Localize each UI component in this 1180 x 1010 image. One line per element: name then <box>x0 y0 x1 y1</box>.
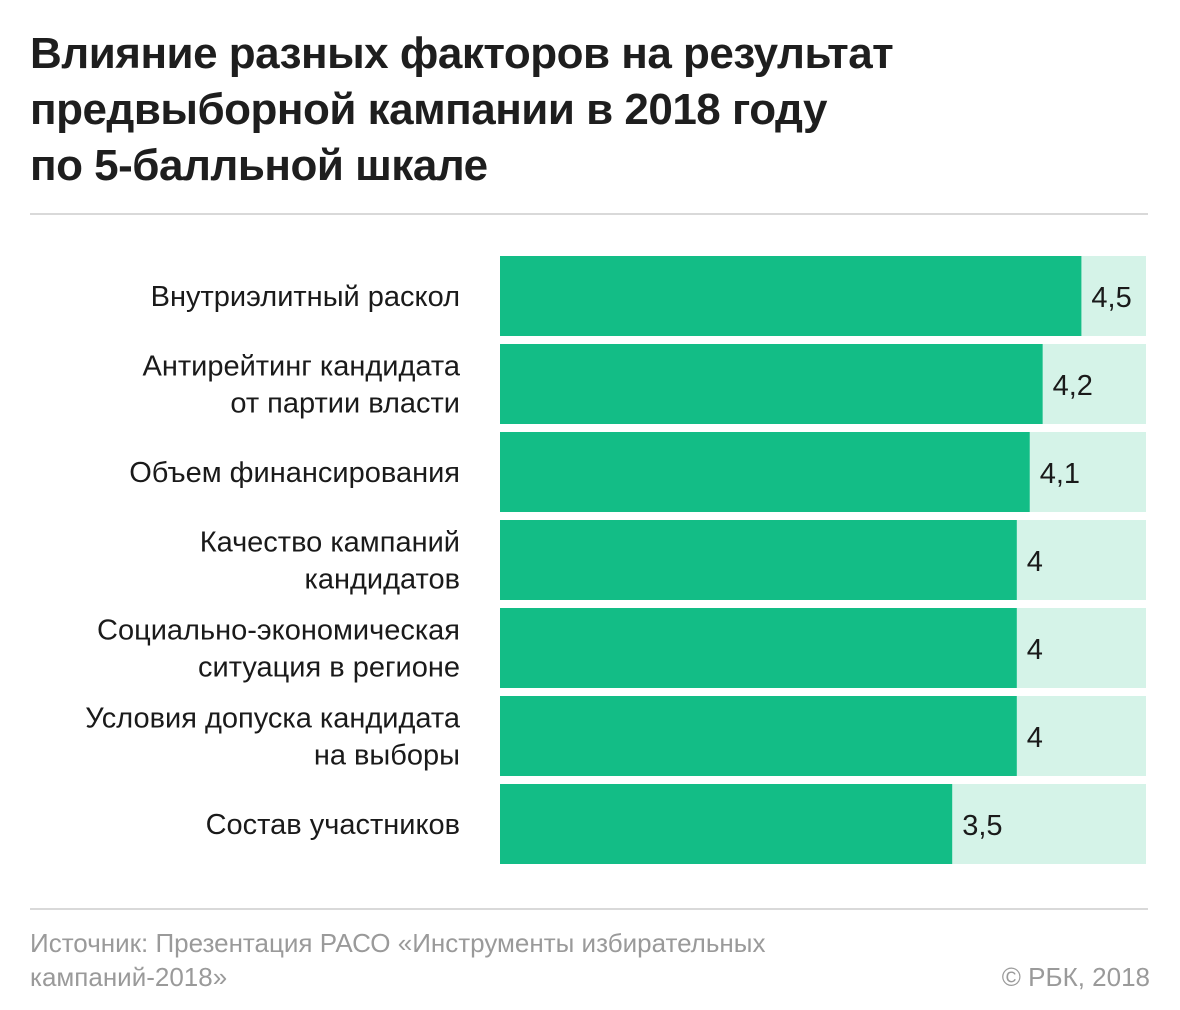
category-label: Антирейтинг кандидата <box>142 351 460 383</box>
category-label: Внутриэлитный раскол <box>151 281 460 313</box>
copyright: © РБК, 2018 <box>1001 962 1150 992</box>
top-divider <box>30 213 1148 215</box>
bar <box>500 696 1017 776</box>
source-line-1: Источник: Презентация РАСО «Инструменты … <box>30 928 766 958</box>
title-line-3: по 5-балльной шкале <box>30 141 488 190</box>
source-note: Источник: Презентация РАСО «Инструменты … <box>30 926 910 994</box>
category-label: Социально-экономическая <box>97 615 460 647</box>
value-label: 3,5 <box>962 810 1002 842</box>
value-label: 4,5 <box>1091 282 1131 314</box>
source-line-2: кампаний-2018» <box>30 962 228 992</box>
value-label: 4,2 <box>1053 370 1093 402</box>
value-label: 4 <box>1027 634 1043 666</box>
category-label: на выборы <box>314 740 460 772</box>
chart-title: Влияние разных факторов на результат пре… <box>30 26 1130 194</box>
category-label: Объем финансирования <box>129 457 460 489</box>
category-label: кандидатов <box>305 564 461 596</box>
bar <box>500 432 1030 512</box>
value-label: 4 <box>1027 546 1043 578</box>
category-label: Условия допуска кандидата <box>85 703 461 735</box>
bar <box>500 608 1017 688</box>
title-line-1: Влияние разных факторов на результат <box>30 29 894 78</box>
bar <box>500 344 1043 424</box>
category-label: ситуация в регионе <box>198 652 460 684</box>
category-label: Качество кампаний <box>200 527 460 559</box>
bottom-divider <box>30 908 1148 910</box>
category-label: Состав участников <box>206 809 460 841</box>
bar <box>500 520 1017 600</box>
bar <box>500 256 1082 336</box>
title-line-2: предвыборной кампании в 2018 году <box>30 85 827 134</box>
category-label: от партии власти <box>230 388 460 420</box>
bar <box>500 784 953 864</box>
value-label: 4,1 <box>1040 458 1080 490</box>
value-label: 4 <box>1027 722 1043 754</box>
